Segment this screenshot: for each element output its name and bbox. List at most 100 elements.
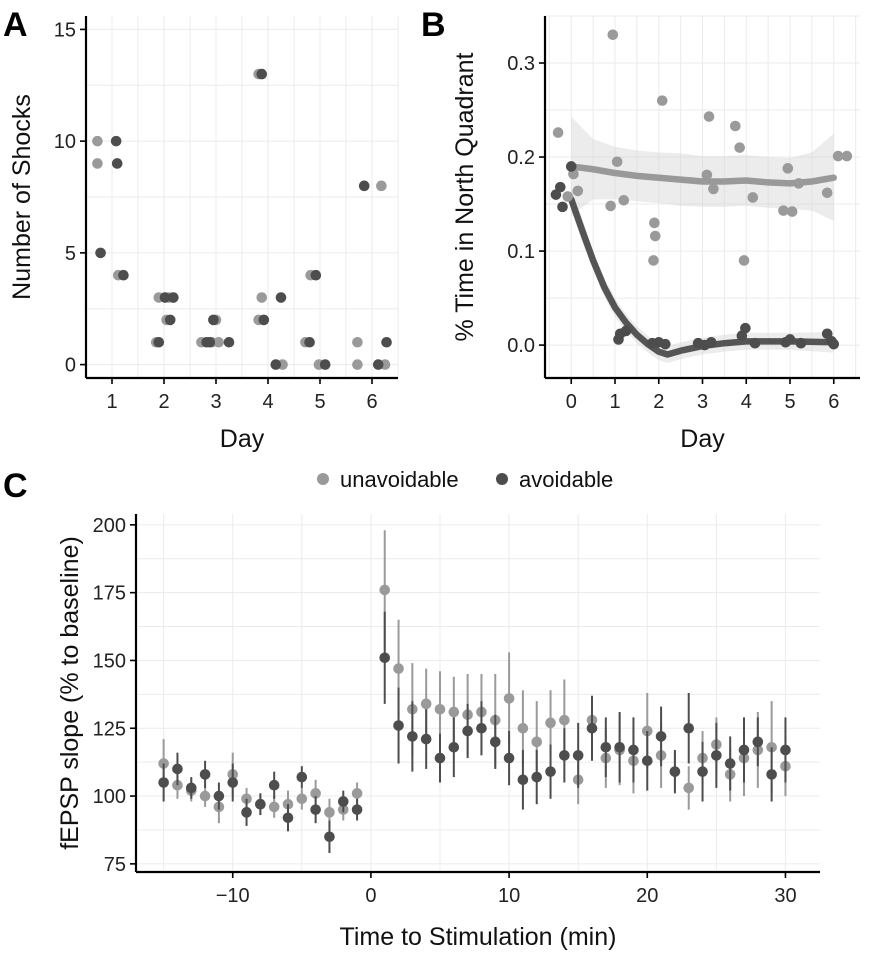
data-point [572,750,584,761]
data-point [304,336,315,348]
legend-label-unavoidable: unavoidable [340,467,459,492]
x-axis-title: Time to Stimulation (min) [340,923,617,951]
data-point [158,777,169,788]
data-point [241,807,252,818]
data-point [275,292,287,303]
data-point [669,766,681,777]
data-point [648,255,659,266]
x-tick-label: 5 [784,391,795,413]
data-point [159,292,171,303]
confidence-band-unavoidable [571,116,834,221]
data-point [565,161,577,172]
data-point [724,758,736,769]
data-point [270,359,282,370]
data-point [223,336,235,348]
y-axis-title: % Time in North Quadrant [451,52,479,341]
chart-panel-b: 0.0 0.1 0.2 0.3 0 1 2 3 4 5 6 Day % Time in North Qu… [451,15,860,453]
data-point [268,801,280,813]
data-point [649,217,660,229]
data-point [172,763,183,775]
data-point [557,201,568,213]
data-point [185,782,197,794]
data-point [324,807,335,818]
data-point [310,788,321,799]
x-tick-label: 4 [741,391,752,413]
data-point [701,169,713,181]
data-point [600,741,612,753]
data-point [531,771,543,783]
y-axis-title: Number of Shocks [8,94,36,300]
data-point [358,180,370,192]
data-point [110,135,122,147]
data-point [352,336,363,348]
data-point [153,336,165,348]
confidence-band-avoidable [571,187,834,363]
data-point [420,698,432,710]
x-tick-label: 20 [636,885,658,907]
data-point [778,205,789,216]
data-point [734,142,745,153]
legend-marker-unavoidable [317,473,329,485]
data-point [448,706,460,718]
data-point [337,796,349,807]
data-point [213,790,225,802]
data-point [393,720,404,731]
x-tick-label: 4 [262,391,273,413]
data-point [352,359,363,370]
series-avoidable [158,611,791,854]
y-tick-label: 0 [65,355,76,377]
x-tick-label: 6 [828,391,839,413]
x-axis-title: Day [680,425,725,453]
data-point [545,717,556,729]
series-avoidable [550,161,840,351]
data-point [296,771,308,783]
data-point [92,158,103,169]
data-point [738,744,750,756]
data-point [199,769,211,780]
data-point [208,314,219,326]
data-point [489,736,501,748]
legend: unavoidable avoidable [317,467,613,492]
data-point [476,722,487,734]
data-point [780,744,791,756]
y-tick-label: 100 [93,786,126,808]
data-point [268,779,280,791]
data-point [655,731,667,742]
series-unavoidable [158,530,791,826]
x-tick-label: 30 [774,885,796,907]
data-point [752,736,764,748]
data-point [379,584,391,596]
data-point [605,200,616,212]
data-point [282,812,294,824]
data-point [503,693,515,704]
data-point [832,150,844,162]
data-point [393,663,404,674]
data-point [683,782,695,794]
data-point [786,206,798,217]
data-point [766,769,777,780]
data-point [620,325,632,337]
data-point [555,181,566,193]
data-point [559,714,570,726]
data-point [611,156,623,168]
data-point [168,292,179,303]
data-point [213,336,224,348]
series-avoidable [95,68,392,370]
data-point [434,703,446,715]
data-point [379,652,391,664]
data-point [641,755,653,767]
data-point [747,192,759,203]
x-tick-label: −10 [216,885,250,907]
data-point [351,788,363,799]
data-point [517,722,529,734]
data-point [531,736,543,748]
data-point [92,135,103,147]
data-point [462,725,473,737]
data-point [434,752,446,764]
data-point [628,744,639,756]
data-point [227,777,239,788]
grid [136,514,820,872]
data-point [111,158,123,169]
data-point [407,731,418,742]
series-unavoidable [552,29,853,266]
